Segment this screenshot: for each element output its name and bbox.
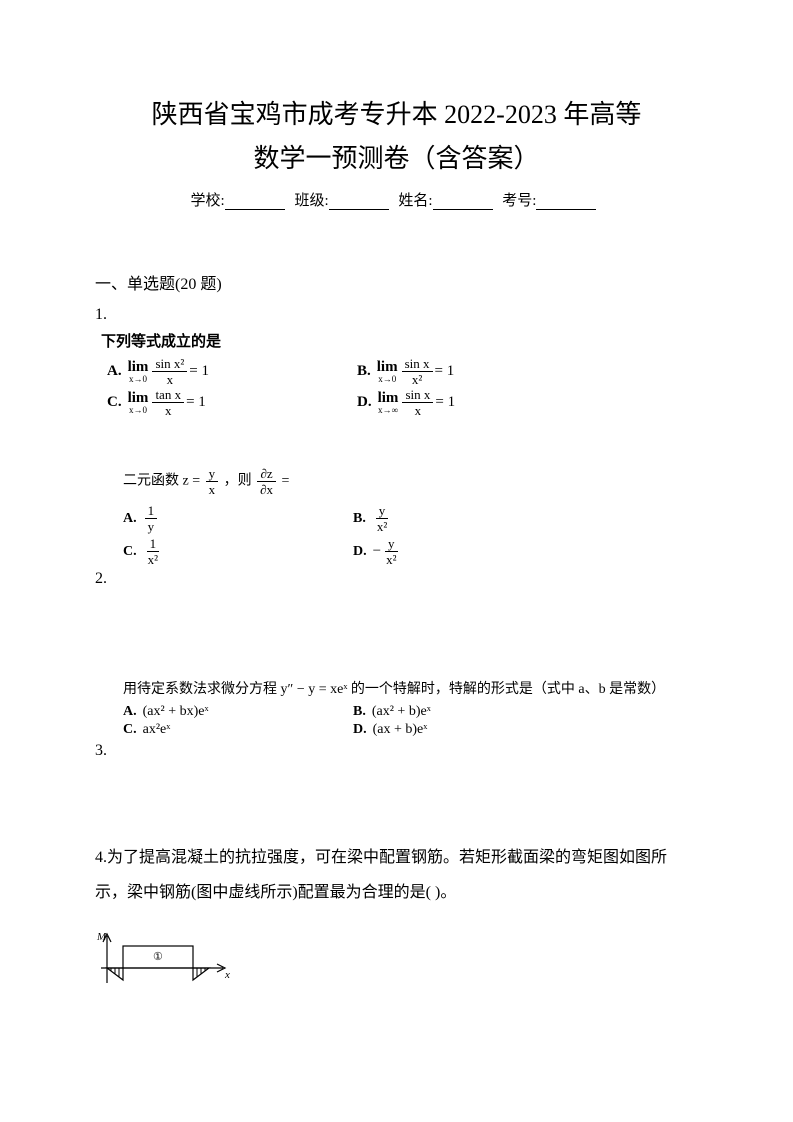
label-x: x [224,969,230,981]
fraction-icon: 1y [145,504,158,533]
q2-stem: 二元函数 z = yx ，则 ∂z∂x = [123,467,698,496]
q3-row-cd: C. ax²eˣ D. (ax + b)eˣ [123,722,698,738]
q1-option-c[interactable]: C. limx→0 tan xx = 1 [107,388,357,417]
q2-row-cd: C. 1x² D. − yx² [123,537,698,566]
fraction-icon: yx² [383,537,399,566]
blank-name[interactable] [433,194,493,210]
moment-diagram: M x ① [95,928,235,998]
q3-a-text: (ax² + bx)eˣ [143,704,209,719]
doc-title-line2: 数学一预测卷（含答案） [95,138,698,175]
q3-b-label: B. [353,704,366,719]
blank-school[interactable] [225,194,285,210]
q4-text: 4.为了提高混凝土的抗拉强度，可在梁中配置钢筋。若矩形截面梁的弯矩图如图所示，梁… [95,840,698,910]
label-center: ① [153,951,163,963]
q3-option-b[interactable]: B. (ax² + b)eˣ [353,704,583,720]
q2-d-label: D. [353,544,367,560]
fraction-icon: ∂z∂x [257,467,276,496]
q2-a-label: A. [123,511,137,527]
q1-c-label: C. [107,394,122,411]
q1-d-label: D. [357,394,372,411]
q1-option-a[interactable]: A. limx→0 sin x²x = 1 [107,357,357,386]
q2-c-label: C. [123,544,137,560]
label-m: M [96,931,107,943]
q2-b-label: B. [353,511,366,527]
fraction-icon: sin xx² [402,357,433,386]
q1-a-tail: = 1 [189,363,209,380]
q2-number: 2. [95,570,698,588]
limit-icon: limx→∞ [378,391,399,415]
q3-stem: 用待定系数法求微分方程 y″ − y = xeˣ 的一个特解时，特解的形式是（式… [123,678,698,698]
q3-option-c[interactable]: C. ax²eˣ [123,722,353,738]
blank-examno[interactable] [536,194,596,210]
fraction-icon: sin xx [402,388,433,417]
q1-row-cd: C. limx→0 tan xx = 1 D. limx→∞ sin xx = … [107,388,698,417]
fraction-icon: tan xx [152,388,184,417]
q3-c-text: ax²eˣ [143,722,171,737]
q3-d-text: (ax + b)eˣ [373,722,428,737]
fraction-icon: sin x²x [152,357,187,386]
q1-a-label: A. [107,363,122,380]
neg-sign: − [373,543,381,560]
q3-d-label: D. [353,722,367,737]
limit-icon: limx→0 [128,391,149,415]
label-name: 姓名: [398,193,432,209]
limit-icon: limx→0 [377,360,398,384]
student-info-line: 学校: 班级: 姓名: 考号: [95,189,698,210]
q3-option-a[interactable]: A. (ax² + bx)eˣ [123,704,353,720]
q1-option-b[interactable]: B. limx→0 sin xx² = 1 [357,357,607,386]
q1-c-tail: = 1 [186,394,206,411]
label-examno: 考号: [502,193,536,209]
diagram-svg: M x ① [95,928,235,998]
q3-number: 3. [95,742,698,760]
doc-title-line1: 陕西省宝鸡市成考专升本 2022-2023 年高等 [95,95,698,134]
q3-b-text: (ax² + b)eˣ [372,704,431,719]
label-school: 学校: [191,193,225,209]
q1-b-tail: = 1 [435,363,455,380]
fraction-icon: yx [206,467,219,496]
q2-option-a[interactable]: A. 1y [123,504,353,533]
q3-a-label: A. [123,704,137,719]
q1-number: 1. [95,306,698,324]
q1-stem: 下列等式成立的是 [101,330,698,351]
q3-row-ab: A. (ax² + bx)eˣ B. (ax² + b)eˣ [123,704,698,720]
q3-option-d[interactable]: D. (ax + b)eˣ [353,722,583,738]
q2-option-c[interactable]: C. 1x² [123,537,353,566]
q2-row-ab: A. 1y B. yx² [123,504,698,533]
q3-c-label: C. [123,722,137,737]
fraction-icon: yx² [374,504,390,533]
q1-d-tail: = 1 [435,394,455,411]
fraction-icon: 1x² [145,537,161,566]
limit-icon: limx→0 [128,360,149,384]
q1-row-ab: A. limx→0 sin x²x = 1 B. limx→0 sin xx² … [107,357,698,386]
q2-option-b[interactable]: B. yx² [353,504,583,533]
label-class: 班级: [294,193,328,209]
q2-option-d[interactable]: D. − yx² [353,537,583,566]
q1-option-d[interactable]: D. limx→∞ sin xx = 1 [357,388,607,417]
section-1-heading: 一、单选题(20 题) [95,270,698,294]
blank-class[interactable] [329,194,389,210]
q1-b-label: B. [357,363,371,380]
